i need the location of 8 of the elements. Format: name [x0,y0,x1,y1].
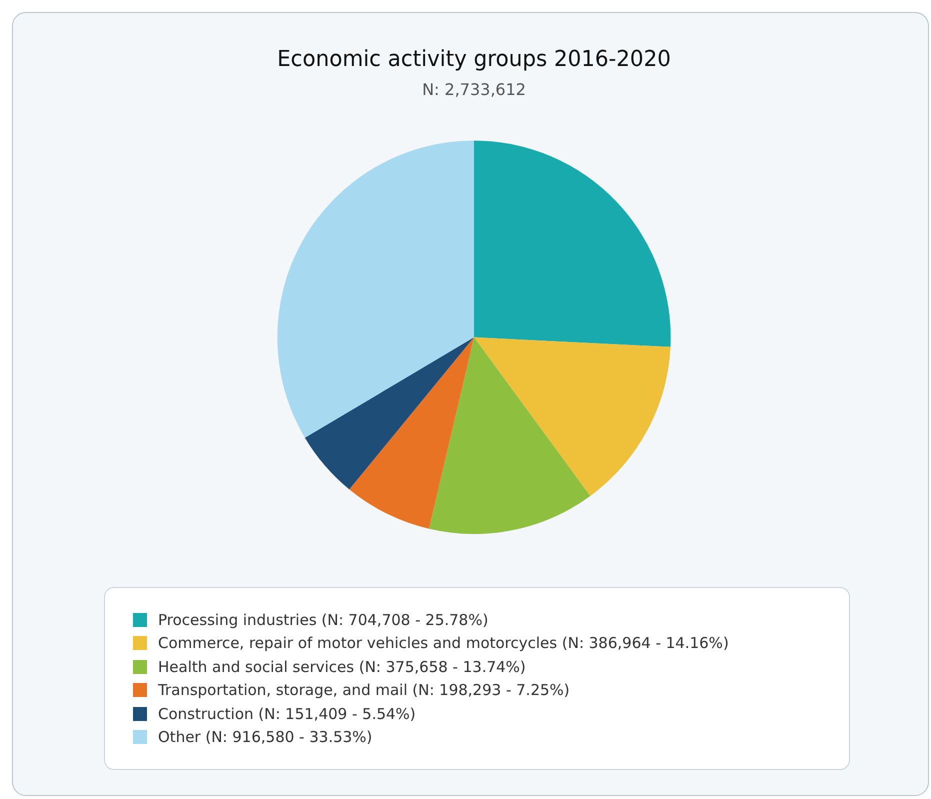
legend-label: Construction (N: 151,409 - 5.54%) [158,704,416,723]
legend-label: Health and social services (N: 375,658 - 13.74%) [158,658,526,676]
legend-label: Commerce, repair of motor vehicles and motorcycles (N: 386,964 - 14.16%) [158,634,729,652]
legend-label: Processing industries (N: 704,708 - 25.78%) [158,610,488,629]
chart-subtitle: N: 2,733,612 [422,80,526,100]
chart-title: Economic activity groups 2016-2020 [277,46,671,72]
legend-label: Other (N: 916,580 - 33.53%) [158,728,372,746]
legend-label: Transportation, storage, and mail (N: 198,293 - 7.25%) [158,681,570,700]
